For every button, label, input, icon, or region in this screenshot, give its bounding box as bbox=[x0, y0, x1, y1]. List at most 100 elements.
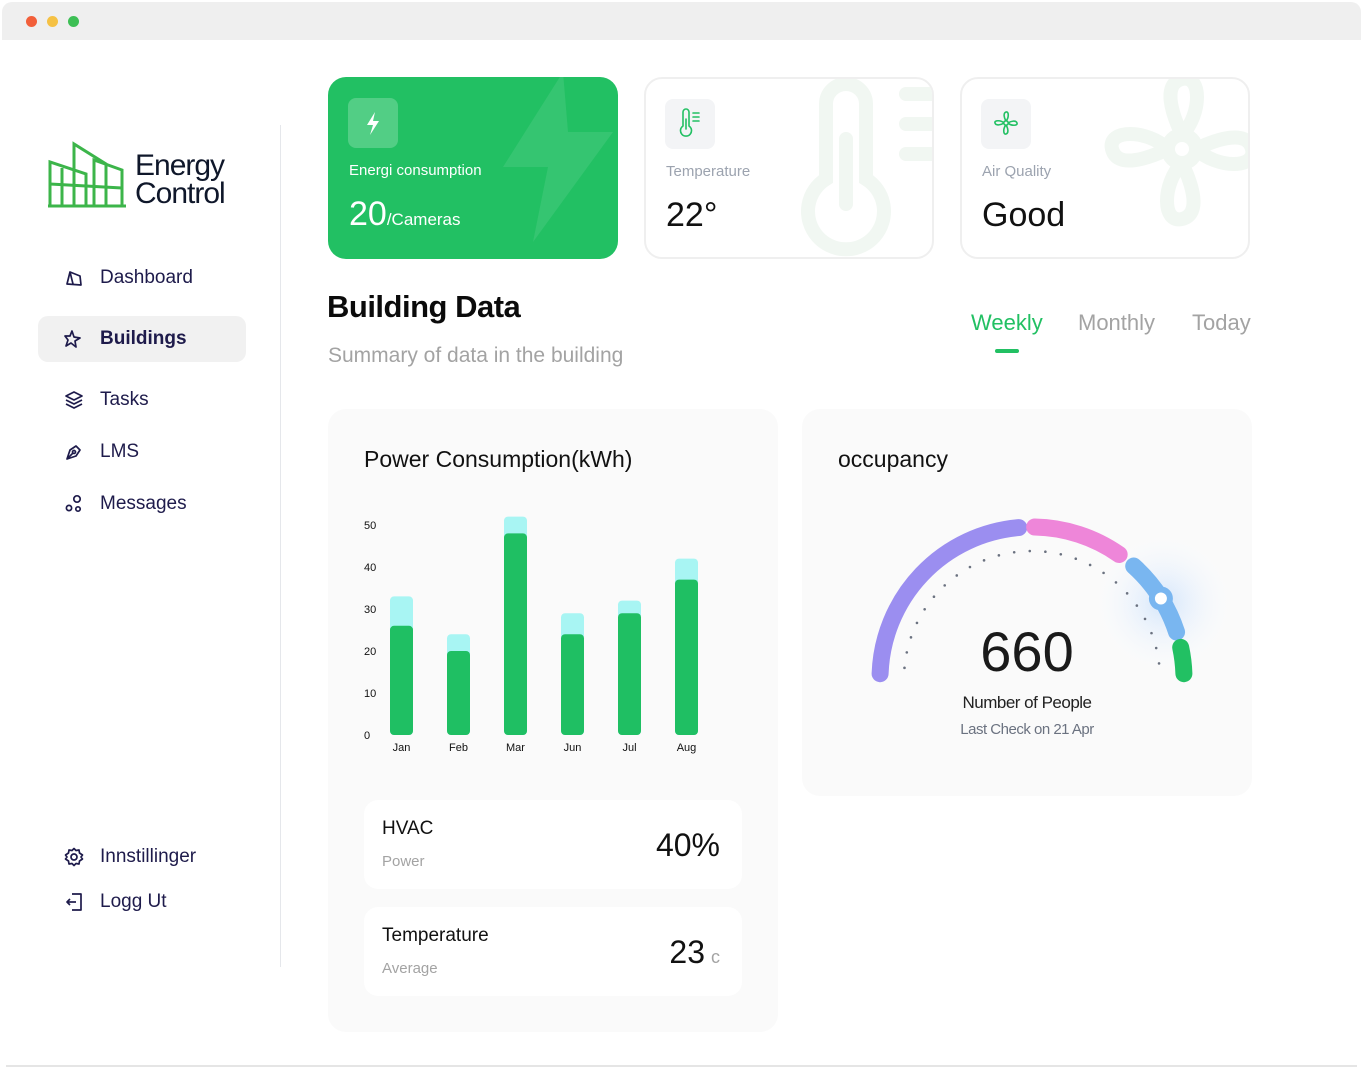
x-tick-label: Mar bbox=[506, 742, 525, 754]
sidebar-item-tasks[interactable]: Tasks bbox=[38, 377, 246, 423]
gauge-tick bbox=[923, 607, 926, 611]
gauge-tick bbox=[1143, 617, 1147, 621]
sidebar-item-dashboard[interactable]: Dashboard bbox=[38, 255, 246, 301]
close-window-dot[interactable] bbox=[26, 16, 37, 27]
dashboard-icon bbox=[66, 271, 82, 286]
thermometer-watermark-icon bbox=[801, 79, 932, 257]
tab-weekly[interactable]: Weekly bbox=[971, 310, 1043, 335]
sidebar-item-label: LMS bbox=[100, 441, 140, 462]
brand-line-1: Energy bbox=[135, 149, 225, 182]
occupancy-last-check: Last Check on 21 Apr bbox=[960, 721, 1094, 738]
y-tick-label: 20 bbox=[364, 646, 376, 658]
maximize-window-dot[interactable] bbox=[68, 16, 79, 27]
energy-unit: /Cameras bbox=[386, 210, 461, 229]
sidebar-item-lms[interactable]: LMS bbox=[38, 429, 246, 475]
sidebar-item-settings[interactable]: Innstillinger bbox=[38, 834, 246, 880]
building-logo-icon bbox=[48, 141, 126, 208]
gauge-tick bbox=[982, 559, 986, 562]
gauge-tick bbox=[1150, 631, 1153, 635]
sidebar-item-label: Innstillinger bbox=[100, 846, 197, 867]
gauge-tick bbox=[1074, 557, 1078, 561]
gauge-arc-purple bbox=[871, 519, 1028, 683]
messages-icon bbox=[65, 494, 82, 513]
gauge-tick bbox=[1154, 646, 1158, 650]
brand-logo[interactable]: Energy Control bbox=[48, 140, 248, 212]
energy-consumption-card[interactable]: Energi consumption 20/Cameras bbox=[328, 77, 618, 259]
logout-icon bbox=[66, 893, 82, 911]
gauge-tick bbox=[968, 565, 972, 569]
bar bbox=[504, 533, 527, 735]
x-tick-label: Jun bbox=[564, 742, 582, 754]
energy-icon-box bbox=[348, 98, 398, 148]
occupancy-gauge bbox=[871, 518, 1239, 683]
gauge-tick bbox=[1114, 581, 1118, 584]
card-label: Air Quality bbox=[982, 163, 1052, 180]
gauge-tick bbox=[1059, 552, 1063, 556]
brand-line-2: Control bbox=[135, 177, 226, 210]
y-tick-label: 30 bbox=[364, 604, 376, 616]
sidebar-item-label: Tasks bbox=[100, 389, 149, 410]
bar bbox=[675, 579, 698, 735]
gauge-tick bbox=[1135, 604, 1139, 607]
air-icon-box bbox=[981, 99, 1031, 149]
energy-value: 20 bbox=[349, 195, 387, 233]
sidebar-item-buildings[interactable]: Buildings bbox=[38, 316, 246, 362]
metric-subtitle: Power bbox=[382, 853, 425, 870]
sidebar-item-logout[interactable]: Logg Ut bbox=[38, 879, 246, 925]
minimize-window-dot[interactable] bbox=[47, 16, 58, 27]
active-tab-indicator bbox=[995, 349, 1019, 353]
gauge-tick bbox=[1157, 662, 1161, 665]
pen-tool-icon bbox=[66, 445, 81, 460]
temperature-metric-card[interactable]: Temperature Average 23 c bbox=[364, 907, 742, 996]
card-label: Energi consumption bbox=[349, 162, 482, 179]
card-value: Good bbox=[982, 196, 1066, 234]
occupancy-value: 660 bbox=[980, 620, 1074, 683]
gauge-tick bbox=[909, 636, 913, 639]
metric-title: HVAC bbox=[382, 818, 434, 839]
window-title-bar bbox=[2, 2, 1361, 40]
panel-title: occupancy bbox=[838, 446, 948, 472]
bar bbox=[561, 634, 584, 735]
gear-icon bbox=[64, 847, 84, 867]
window-bottom-edge bbox=[6, 1065, 1357, 1067]
panel-title: Power Consumption(kWh) bbox=[364, 446, 633, 472]
gauge-tick bbox=[1028, 549, 1032, 553]
tab-monthly[interactable]: Monthly bbox=[1078, 310, 1156, 335]
metric-subtitle: Average bbox=[382, 960, 438, 977]
sidebar-item-label: Dashboard bbox=[100, 267, 193, 288]
sidebar-item-messages[interactable]: Messages bbox=[38, 481, 246, 527]
thermometer-icon bbox=[679, 108, 700, 137]
buildings-icon bbox=[64, 330, 81, 348]
x-tick-label: Jan bbox=[393, 742, 411, 754]
gauge-tick bbox=[1102, 571, 1105, 575]
metric-number: 23 bbox=[669, 934, 705, 970]
y-tick-label: 50 bbox=[364, 520, 376, 532]
layers-icon bbox=[65, 391, 83, 409]
card-label: Temperature bbox=[666, 163, 751, 180]
hvac-metric-card[interactable]: HVAC Power 40% bbox=[364, 800, 742, 889]
sidebar-item-label: Logg Ut bbox=[100, 891, 167, 912]
temperature-icon-box bbox=[665, 99, 715, 149]
lightning-icon bbox=[367, 112, 379, 135]
x-tick-label: Feb bbox=[449, 742, 468, 754]
gauge-tick bbox=[932, 595, 936, 599]
brand-name: Energy Control bbox=[135, 149, 226, 210]
lightning-watermark-icon bbox=[503, 77, 613, 242]
gauge-arc-pink bbox=[1026, 518, 1128, 563]
gauge-tick bbox=[943, 584, 947, 587]
metric-value: 40% bbox=[656, 827, 720, 864]
gauge-tick bbox=[1012, 550, 1016, 554]
occupancy-panel: occupancy 660 Number of People Last Chec… bbox=[802, 409, 1252, 796]
power-consumption-panel: Power Consumption(kWh) 0 10 20 30 40 50 Jan Feb… bbox=[328, 409, 778, 1032]
gauge-tick bbox=[1044, 550, 1047, 554]
temperature-card[interactable]: Temperature 22° bbox=[644, 77, 934, 259]
sidebar-item-label: Messages bbox=[100, 493, 187, 514]
page-title: Building Data bbox=[327, 289, 521, 324]
power-bar-chart: 0 10 20 30 40 50 Jan Feb Mar Jun Jul Aug bbox=[364, 516, 698, 754]
gauge-tick bbox=[1125, 592, 1129, 595]
gauge-tick bbox=[997, 554, 1001, 557]
air-quality-card[interactable]: Air Quality Good bbox=[960, 77, 1250, 259]
y-tick-label: 10 bbox=[364, 688, 376, 700]
tab-today[interactable]: Today bbox=[1192, 310, 1251, 335]
gauge-arc-green bbox=[1172, 638, 1193, 683]
